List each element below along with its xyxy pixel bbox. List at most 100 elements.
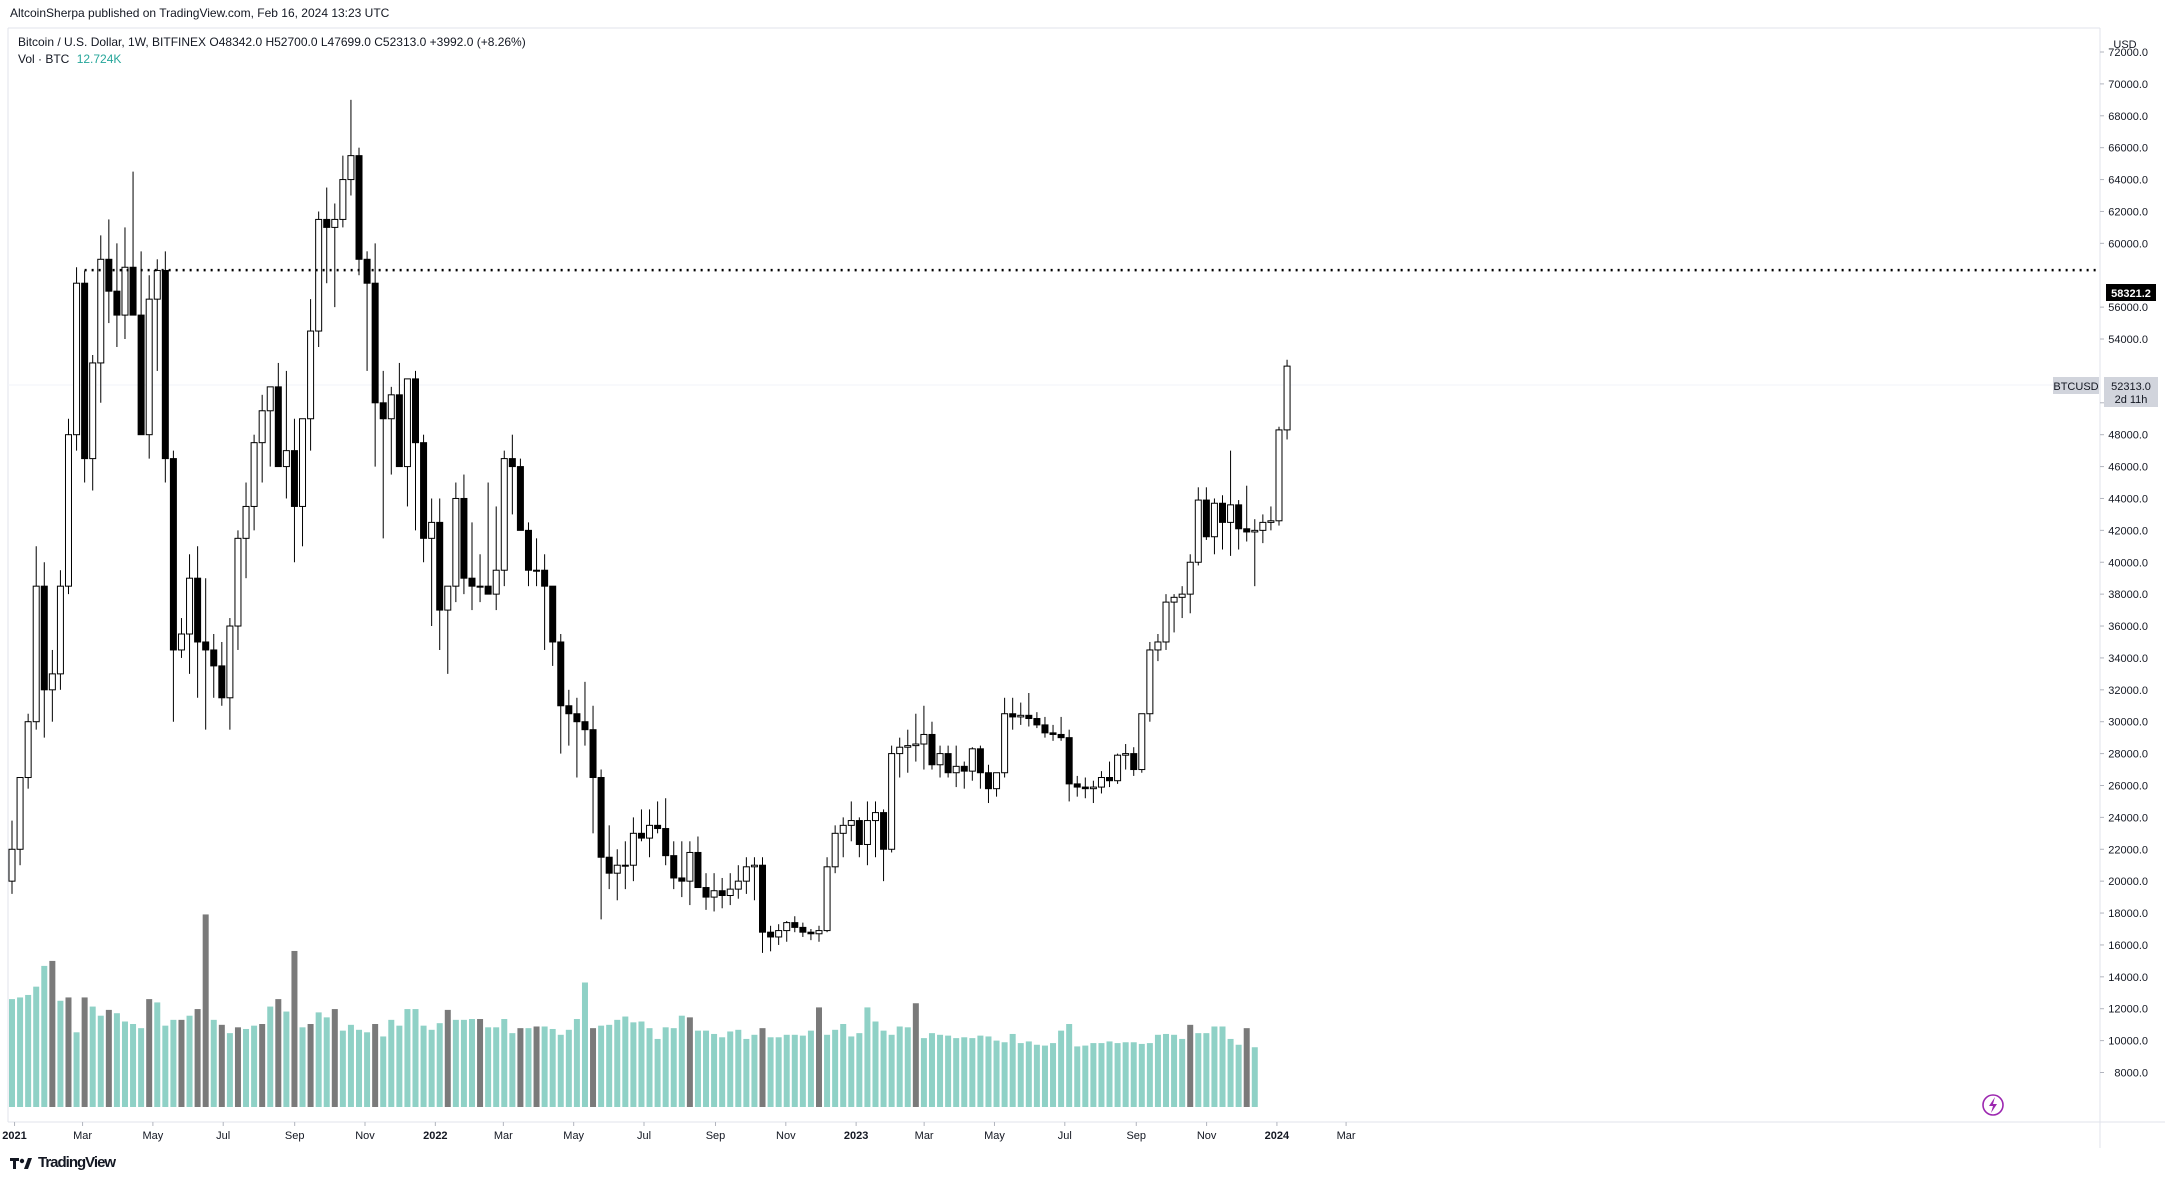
volume-label[interactable]: Vol · BTC (18, 52, 70, 66)
candle (210, 634, 218, 698)
candle (145, 275, 153, 459)
candle-body (742, 866, 750, 882)
candle (1219, 495, 1226, 550)
candle (920, 705, 928, 770)
candle-body (395, 394, 403, 468)
volume-bar (1017, 1043, 1024, 1107)
volume-bar (41, 965, 48, 1107)
candle-body (371, 282, 379, 404)
volume-bar (388, 1019, 395, 1107)
volume-bar (598, 1025, 605, 1107)
candle-body (1194, 499, 1202, 563)
candle (379, 370, 387, 539)
candle-body (1009, 713, 1017, 718)
candle (64, 418, 72, 595)
candle (541, 554, 549, 650)
candle-body (1154, 641, 1162, 651)
volume-bar (291, 950, 298, 1107)
time-label: Nov (355, 1130, 375, 1142)
candle-body (307, 330, 315, 420)
candle-body (1170, 596, 1178, 603)
time-label: 2024 (1265, 1130, 1290, 1142)
volume-bar (323, 1017, 330, 1107)
footer: TradingView (10, 1154, 116, 1171)
volume-bar (1203, 1033, 1210, 1107)
price-label: 62000.0 (2108, 206, 2148, 218)
volume-bar (654, 1038, 661, 1107)
volume-bar (154, 1002, 161, 1107)
time-label: Jul (1058, 1130, 1072, 1142)
candle-body (775, 930, 783, 938)
candle (484, 482, 492, 595)
volume-bar (840, 1024, 847, 1107)
time-axis[interactable]: 2021 Mar May Jul Sep Nov 2022 Mar May Jul Sep Nov 20… (2, 1122, 1356, 1142)
volume-bar (1082, 1045, 1089, 1107)
volume-bar (420, 1025, 427, 1107)
candle-body (266, 386, 274, 412)
candle-body (508, 458, 516, 468)
candle (524, 522, 532, 587)
candle (944, 745, 952, 778)
volume-bar (670, 1028, 677, 1107)
footer-brand[interactable]: TradingView (38, 1154, 116, 1171)
candle (678, 841, 686, 898)
candle (1001, 697, 1009, 778)
candle-body (484, 585, 492, 595)
candle (783, 921, 791, 942)
candle (363, 251, 371, 371)
volume-bar (460, 1019, 467, 1107)
candle (436, 498, 444, 650)
time-label: Jul (216, 1130, 230, 1142)
candle (121, 227, 129, 340)
candle-body (710, 890, 718, 898)
currency-label[interactable]: USD (2113, 39, 2137, 51)
candle-body (670, 855, 678, 879)
candle (775, 924, 783, 945)
candle (137, 251, 145, 436)
candle-body (218, 665, 226, 699)
volume-bar (767, 1037, 774, 1107)
price-label: 48000.0 (2108, 430, 2148, 442)
candle-body (387, 394, 395, 420)
price-label: 12000.0 (2108, 1004, 2148, 1016)
candle (629, 817, 637, 882)
lightning-icon[interactable] (1982, 1094, 2004, 1116)
candle (1259, 514, 1267, 544)
candle (395, 362, 403, 468)
price-label: 28000.0 (2108, 749, 2148, 761)
candle-body (1186, 561, 1194, 595)
candle-body (1283, 365, 1291, 431)
volume-bar (590, 1028, 597, 1107)
candle (105, 219, 113, 324)
candle-body (767, 931, 775, 938)
candle (710, 873, 718, 912)
candle-body (589, 729, 597, 779)
symbol-title[interactable]: Bitcoin / U.S. Dollar, 1W, BITFINEX (18, 35, 207, 49)
price-axis[interactable]: 72000.0 70000.0 68000.0 66000.0 64000.0 62000… (2100, 47, 2148, 1080)
candle-body (524, 529, 532, 571)
candle-body (1033, 718, 1041, 726)
candle-body (186, 577, 194, 635)
volume-bar (477, 1019, 484, 1107)
candle (323, 187, 331, 284)
volume-bar (186, 1015, 193, 1107)
time-label: Nov (1197, 1130, 1217, 1142)
volume-bar (525, 1028, 532, 1107)
candle-body (202, 641, 210, 651)
volume-bar (404, 1009, 411, 1107)
price-label: 20000.0 (2108, 876, 2148, 888)
volume-bar (662, 1027, 669, 1107)
volume-bar (816, 1007, 822, 1107)
candle-body (533, 569, 541, 572)
volume-bar (977, 1035, 984, 1107)
candle (56, 570, 64, 690)
time-label: Jul (637, 1130, 651, 1142)
volume-bar (1146, 1043, 1153, 1107)
volume-bar (1074, 1046, 1081, 1107)
price-label: 44000.0 (2108, 493, 2148, 505)
symbol-tag-bg (2053, 377, 2099, 394)
volume-bar (719, 1037, 726, 1107)
candle-body (799, 926, 807, 933)
volume-bar (194, 1009, 201, 1107)
